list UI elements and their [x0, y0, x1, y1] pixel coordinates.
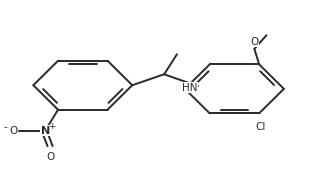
Text: O: O	[250, 37, 259, 47]
Text: -: -	[4, 122, 7, 132]
Text: HN: HN	[182, 83, 197, 93]
Text: +: +	[49, 122, 56, 131]
Text: Cl: Cl	[256, 122, 266, 132]
Text: O: O	[9, 126, 17, 136]
Text: N: N	[41, 126, 50, 136]
Text: O: O	[46, 152, 54, 162]
